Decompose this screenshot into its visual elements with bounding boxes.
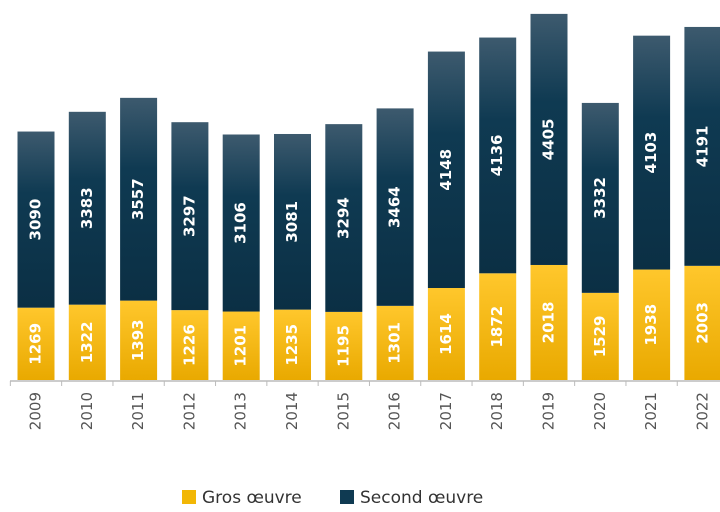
x-tick-label: 2017 — [437, 392, 455, 430]
bar-segment — [427, 51, 465, 289]
bar-segment — [17, 131, 55, 308]
bar-segment — [479, 37, 517, 274]
bar-segment — [222, 311, 260, 380]
legend-label: Gros œuvre — [202, 488, 302, 508]
data-label: 3557 — [129, 178, 147, 220]
data-label: 1226 — [180, 324, 198, 366]
x-tick-label: 2018 — [488, 392, 506, 430]
bar-segment — [581, 292, 619, 380]
bar-segment — [325, 311, 363, 380]
data-label: 1614 — [437, 313, 455, 355]
data-label: 3090 — [27, 199, 45, 241]
legend-swatch — [340, 490, 354, 504]
x-tick-label: 2011 — [129, 392, 147, 430]
data-label: 3332 — [591, 177, 609, 219]
bar-segment — [274, 309, 311, 380]
bar-segment — [427, 288, 465, 380]
data-label: 3081 — [283, 201, 301, 243]
data-label: 1938 — [642, 304, 660, 346]
bar-segment — [581, 102, 619, 293]
data-label: 1322 — [78, 321, 96, 363]
data-label: 2003 — [693, 302, 711, 344]
x-tick-label: 2021 — [642, 392, 660, 430]
data-label: 1235 — [283, 324, 301, 366]
data-label: 1195 — [334, 325, 352, 367]
data-label: 2018 — [540, 302, 558, 344]
data-label: 4405 — [540, 119, 558, 161]
bar-segment — [17, 307, 55, 380]
x-tick-label: 2010 — [78, 392, 96, 430]
data-label: 4148 — [437, 149, 455, 191]
x-tick-label: 2013 — [232, 392, 250, 430]
bar-segment — [684, 265, 720, 380]
legend-swatch — [182, 490, 196, 504]
bar-segment — [120, 300, 158, 380]
x-tick-label: 2015 — [334, 392, 352, 430]
bar-segment — [171, 310, 209, 380]
data-label: 3106 — [232, 202, 250, 244]
data-label: 1393 — [129, 319, 147, 361]
data-label: 3297 — [180, 195, 198, 237]
bar-segment — [633, 269, 671, 380]
bar-segment — [530, 264, 568, 380]
data-label: 4191 — [693, 126, 711, 168]
data-label: 3294 — [334, 197, 352, 239]
x-tick-label: 2020 — [591, 392, 609, 430]
data-label: 1529 — [591, 316, 609, 358]
bar-segment — [325, 124, 363, 312]
data-label: 1301 — [386, 322, 404, 364]
bar-segment — [274, 133, 311, 310]
data-label: 4103 — [642, 132, 660, 174]
bar-segment — [684, 26, 720, 266]
data-label: 1872 — [488, 306, 506, 348]
bar-segment — [120, 97, 158, 301]
bar-segment — [376, 305, 414, 380]
bar-segment — [633, 35, 671, 270]
legend-label: Second œuvre — [360, 488, 483, 508]
x-tick-label: 2009 — [27, 392, 45, 430]
data-label: 3383 — [78, 187, 96, 229]
x-tick-label: 2022 — [693, 392, 711, 430]
data-label: 1269 — [27, 323, 45, 365]
x-tick-label: 2012 — [180, 392, 198, 430]
data-label: 3464 — [386, 186, 404, 228]
bar-segment — [376, 108, 414, 306]
x-tick-label: 2014 — [283, 392, 301, 430]
x-tick-label: 2016 — [386, 392, 404, 430]
bar-segment — [479, 273, 517, 380]
x-tick-label: 2019 — [540, 392, 558, 430]
data-label: 1201 — [232, 325, 250, 367]
data-label: 4136 — [488, 135, 506, 177]
bar-segment — [68, 111, 106, 305]
bar-segment — [530, 13, 568, 265]
bar-segment — [222, 134, 260, 312]
bar-segment — [171, 122, 209, 311]
bar-segment — [68, 304, 106, 380]
